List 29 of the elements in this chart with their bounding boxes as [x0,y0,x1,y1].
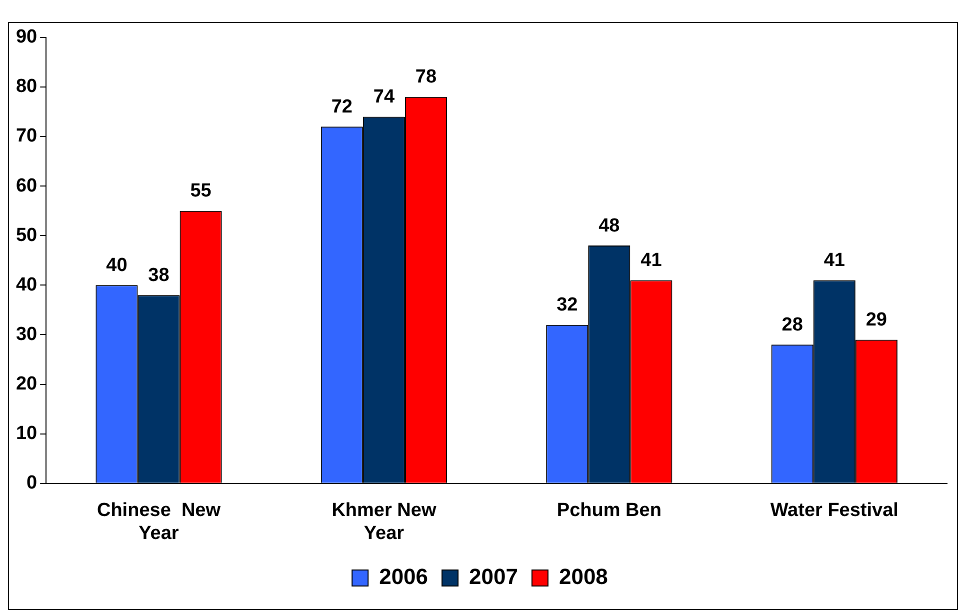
y-tick-label: 30 [16,324,38,345]
legend-label: 2006 [379,564,428,590]
data-label: 41 [640,250,662,271]
data-label: 29 [866,309,887,330]
y-tick-label: 90 [16,26,38,48]
y-tick-label: 10 [16,423,38,444]
data-label: 40 [106,254,128,276]
y-tick-label: 70 [16,126,38,147]
y-tick-label: 80 [16,76,38,98]
data-label: 38 [148,264,170,286]
y-tick-label: 0 [26,472,38,494]
y-tick-label: 60 [16,175,38,196]
y-tick-label: 40 [16,274,38,296]
legend-label: 2007 [469,564,518,590]
data-label: 32 [556,294,578,316]
y-tick-label: 50 [16,224,38,246]
y-tick-label: 20 [16,374,38,395]
x-tick-label: Pchum Ben [556,500,662,522]
legend-label: 2008 [558,564,608,590]
data-label: 78 [415,66,437,88]
data-label: 41 [824,250,846,271]
x-tick-label: Khmer New Year [332,500,436,544]
data-label: 28 [782,314,803,336]
data-label: 55 [190,180,212,202]
x-tick-label: Chinese New Year [96,500,221,544]
x-tick-label: Water Festival [770,500,898,522]
data-label: 72 [331,96,352,118]
data-label: 74 [373,86,395,108]
data-label: 48 [598,215,620,236]
